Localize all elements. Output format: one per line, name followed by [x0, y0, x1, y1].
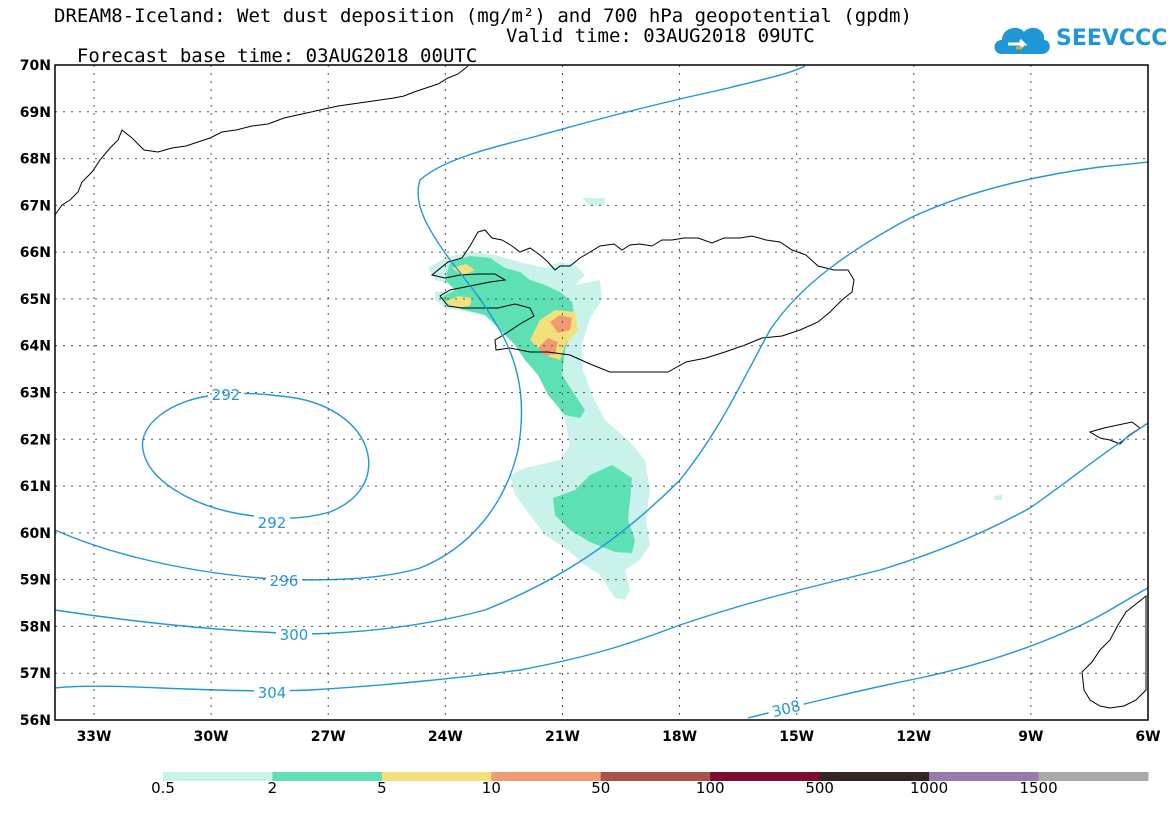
latitude-label: 58N: [20, 619, 51, 635]
colorbar-swatch: [600, 772, 711, 781]
longitude-label: 15W: [779, 729, 814, 745]
latitude-label: 61N: [20, 479, 51, 495]
colorbar-label: 500: [805, 779, 834, 797]
colorbar-label: 50: [591, 779, 611, 797]
colorbar-label: 0.5: [151, 779, 175, 797]
colorbar-label: 1000: [910, 779, 949, 797]
latitude-label: 70N: [20, 58, 51, 74]
colorbar-swatch: [710, 772, 821, 781]
dust-area-medium: [440, 256, 585, 418]
cloud-icon: [994, 27, 1050, 54]
longitude-label: 27W: [311, 729, 346, 745]
contour-label: 292: [258, 514, 287, 532]
contour-292: [141, 392, 370, 519]
colorbar-label: 100: [695, 779, 725, 797]
latitude-label: 57N: [20, 666, 51, 682]
latitude-label: 64N: [20, 339, 51, 355]
latitude-label: 66N: [20, 245, 51, 261]
base-time: Forecast base time: 03AUG2018 00UTC: [76, 45, 478, 67]
coast-greenland: [54, 65, 469, 216]
latitude-labels: 70N 69N 68N 67N 66N 65N 64N 63N 62N 61N 60N 59N 58N 5…: [20, 58, 51, 729]
valid-time: Valid time: 03AUG2018 09UTC: [506, 25, 815, 47]
colorbar-label: 2: [267, 779, 278, 797]
dust-area-peak-1: [550, 315, 572, 333]
latitude-label: 69N: [20, 105, 51, 121]
colorbar-swatch: [819, 772, 930, 781]
longitude-label: 24W: [428, 729, 463, 745]
colorbar-swatch: [929, 772, 1040, 781]
coastlines: [54, 65, 1147, 709]
colorbar-swatch: [1038, 772, 1149, 781]
dust-area-high-nw: [452, 264, 475, 276]
chart-subtitle: Forecast base time: 03AUG2018 00UTC Vali…: [54, 26, 815, 86]
dust-area-light-dot: [994, 495, 1002, 500]
latitude-label: 67N: [20, 198, 51, 214]
dust-area-medium-south: [553, 465, 635, 553]
dust-area-high-west: [445, 296, 472, 308]
latitude-label: 56N: [20, 713, 51, 729]
latitude-label: 60N: [20, 526, 51, 542]
contour-label: 292: [212, 386, 241, 404]
coast-scotland: [1081, 594, 1147, 709]
contour-296: [54, 65, 806, 581]
map-frame: [54, 64, 1149, 721]
colorbar-swatch: [163, 772, 273, 781]
longitude-label: 30W: [194, 729, 229, 745]
contour-label: 304: [258, 684, 287, 702]
logo-text: SEEVCCC: [1056, 26, 1168, 51]
coast-iceland: [430, 229, 855, 373]
longitude-label: 21W: [545, 729, 580, 745]
latitude-label: 68N: [20, 152, 51, 168]
colorbar-label: 1500: [1019, 779, 1058, 797]
latitude-label: 65N: [20, 292, 51, 308]
graticule: [55, 65, 1148, 720]
colorbar-label: 10: [481, 779, 501, 797]
longitude-label: 6W: [1135, 729, 1160, 745]
chart-title: DREAM8-Iceland: Wet dust deposition (mg/…: [54, 5, 912, 27]
longitude-label: 18W: [662, 729, 697, 745]
colorbar-swatch: [272, 772, 383, 781]
dust-deposition-shading: [428, 198, 1002, 600]
seevccc-logo: SEEVCCC: [990, 18, 1167, 60]
longitude-label: 33W: [77, 729, 112, 745]
longitude-label: 9W: [1018, 729, 1043, 745]
longitude-labels: 33W 30W 27W 24W 21W 18W 15W 12W 9W 6W: [77, 729, 1161, 745]
colorbar-label: 5: [377, 779, 387, 797]
contour-304: [54, 422, 1149, 692]
contour-label: 308: [770, 697, 802, 721]
latitude-label: 62N: [20, 432, 51, 448]
contour-label: 296: [270, 572, 299, 590]
colorbar-swatch: [491, 772, 602, 781]
colorbar-swatch: [381, 772, 492, 781]
contour-308: [747, 587, 1149, 719]
longitude-label: 12W: [896, 729, 931, 745]
dust-area-light-north: [582, 198, 605, 206]
contour-labels: 292 292 296 300 304 308: [208, 384, 806, 723]
latitude-label: 59N: [20, 573, 51, 589]
latitude-label: 63N: [20, 386, 51, 402]
colorbar: [163, 772, 1149, 781]
contour-label: 300: [280, 626, 309, 644]
